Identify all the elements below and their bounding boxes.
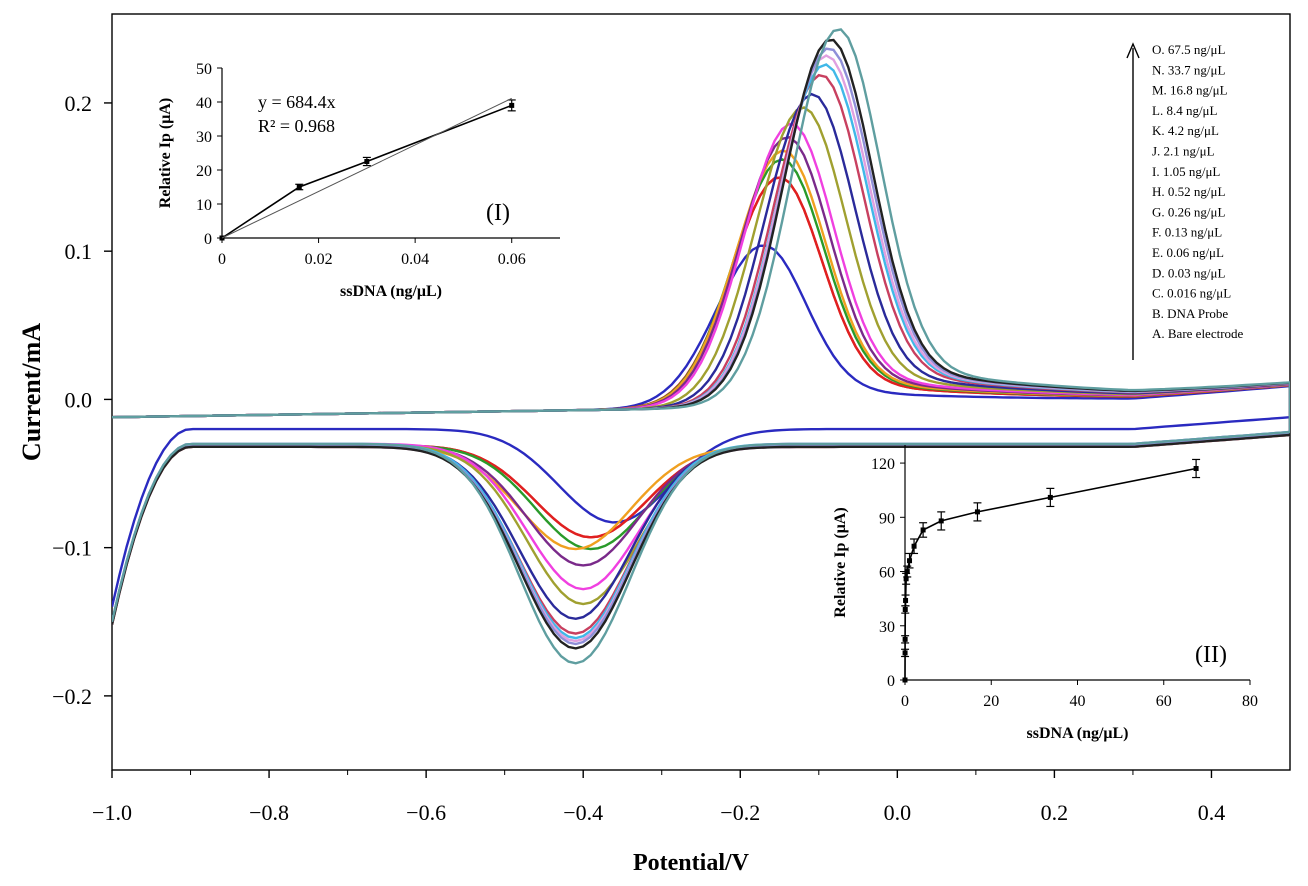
legend-entry-b-dna-probe: B. DNA Probe [1152, 306, 1228, 321]
inset-data-point [920, 527, 926, 533]
legend-entry-o-67-5-ng-l: O. 67.5 ng/μL [1152, 42, 1225, 57]
inset-x-tick-label: 20 [983, 693, 999, 710]
inset-fit-line [221, 97, 512, 239]
inset-y-tick-label: 50 [196, 61, 212, 78]
inset-panel-label: (I) [486, 200, 510, 226]
legend-entry-f-0-13-ng-l: F. 0.13 ng/μL [1152, 225, 1222, 240]
inset-y-tick-label: 10 [196, 197, 212, 214]
inset-y-tick-label: 40 [196, 95, 212, 112]
inset-data-point [296, 184, 302, 190]
legend-entry-m-16-8-ng-l: M. 16.8 ng/μL [1152, 83, 1228, 98]
inset-data-point [904, 569, 910, 575]
legend-entry-e-0-06-ng-l: E. 0.06 ng/μL [1152, 245, 1224, 260]
inset-y-tick-label: 30 [196, 129, 212, 146]
legend-entry-i-1-05-ng-l: I. 1.05 ng/μL [1152, 164, 1220, 179]
x-tick-label: −0.4 [563, 800, 603, 825]
series-line-g-0-26-ng-l [112, 122, 1290, 623]
inset-y-axis-title: Relative Ip (μA) [157, 98, 174, 208]
inset-x-tick-label: 40 [1070, 693, 1086, 710]
inset-x-tick-label: 0.06 [498, 251, 526, 268]
series-line-a-bare-electrode [112, 244, 1290, 608]
legend-entry-h-0-52-ng-l: H. 0.52 ng/μL [1152, 184, 1225, 199]
x-tick-label: 0.4 [1198, 800, 1226, 825]
x-tick-label: 0.2 [1041, 800, 1069, 825]
x-tick-label: −1.0 [92, 800, 132, 825]
legend: O. 67.5 ng/μL N. 33.7 ng/μL M. 16.8 ng/μL L… [1126, 42, 1244, 360]
inset-data-point [911, 543, 917, 549]
inset-data-point [903, 576, 909, 582]
inset-data-point [902, 677, 908, 683]
legend-entry-k-4-2-ng-l: K. 4.2 ng/μL [1152, 123, 1219, 138]
x-tick-label: 0.0 [884, 800, 912, 825]
x-tick-label: −0.6 [406, 800, 446, 825]
legend-entry-l-8-4-ng-l: L. 8.4 ng/μL [1152, 103, 1218, 118]
inset-y-tick-label: 20 [196, 163, 212, 180]
inset-x-tick-label: 0.02 [305, 251, 333, 268]
y-tick-label: −0.2 [52, 684, 92, 709]
y-tick-label: 0.2 [65, 91, 93, 116]
inset-y-tick-label: 120 [871, 456, 895, 473]
inset-data-point [974, 509, 980, 515]
inset-x-tick-label: 60 [1156, 693, 1172, 710]
inset-y-tick-label: 0 [887, 673, 895, 690]
series-line-h-0-52-ng-l [112, 106, 1290, 624]
inset-data-point [364, 159, 370, 164]
main-axes: −1.0 −0.8 −0.6 −0.4 −0.2 0.0 0.2 0.4 0.2 0.1 0.0 −0… [17, 13, 1291, 876]
inset-data-point [1193, 466, 1199, 471]
legend-entry-c-0-016-ng-l: C. 0.016 ng/μL [1152, 286, 1231, 301]
inset-x-axis-title: ssDNA (ng/μL) [340, 283, 442, 300]
inset-x-tick-label: 0 [901, 693, 909, 710]
y-tick-label: −0.1 [52, 536, 92, 561]
inset-chart-2: 0 20 40 60 80 0 30 60 90 120 ssDNA (ng/μL) Relative… [832, 445, 1258, 742]
inset-equation: y = 684.4x [258, 92, 336, 112]
inset-x-tick-label: 80 [1242, 693, 1258, 710]
inset-x-axis-title: ssDNA (ng/μL) [1027, 725, 1129, 742]
legend-entry-g-0-26-ng-l: G. 0.26 ng/μL [1152, 204, 1225, 219]
inset-y-axis-title: Relative Ip (μA) [832, 507, 849, 617]
inset-x-tick-label: 0.04 [401, 251, 429, 268]
inset-data-point [938, 518, 944, 524]
inset-y-tick-label: 0 [204, 231, 212, 248]
inset-y-tick-label: 30 [879, 619, 895, 636]
legend-entry-n-33-7-ng-l: N. 33.7 ng/μL [1152, 62, 1225, 77]
inset-data-point [902, 636, 908, 642]
inset-data-point [907, 558, 913, 564]
y-axis-title: Current/mA [17, 323, 46, 461]
inset-data-point [902, 607, 908, 612]
inset-data-point [1047, 494, 1053, 500]
x-tick-label: −0.2 [720, 800, 760, 825]
y-tick-label: 0.0 [65, 387, 93, 412]
inset-r-squared: R² = 0.968 [258, 116, 335, 136]
main-series-group [112, 28, 1290, 665]
inset-y-tick-label: 90 [879, 510, 895, 527]
y-tick-label: 0.1 [65, 239, 93, 264]
legend-entry-a-bare-electrode: A. Bare electrode [1152, 326, 1244, 341]
inset-data-point [903, 597, 909, 603]
inset-y-tick-label: 60 [879, 565, 895, 582]
inset-chart-1: 0 0.02 0.04 0.06 0 10 20 30 40 50 ssDNA (ng/μL) Rel… [157, 61, 560, 300]
inset-data-point [509, 102, 515, 108]
inset-panel-label: (II) [1195, 642, 1227, 668]
x-tick-label: −0.8 [249, 800, 289, 825]
inset-data-point [902, 650, 908, 656]
legend-arrow-head [1126, 42, 1140, 59]
legend-entry-d-0-03-ng-l: D. 0.03 ng/μL [1152, 265, 1225, 280]
legend-entry-j-2-1-ng-l: J. 2.1 ng/μL [1152, 144, 1215, 159]
series-line-o-67-5-ng-l [112, 28, 1290, 665]
inset-x-tick-label: 0 [218, 251, 226, 268]
series-line-m-16-8-ng-l [112, 47, 1290, 646]
x-axis-title: Potential/V [633, 850, 750, 876]
